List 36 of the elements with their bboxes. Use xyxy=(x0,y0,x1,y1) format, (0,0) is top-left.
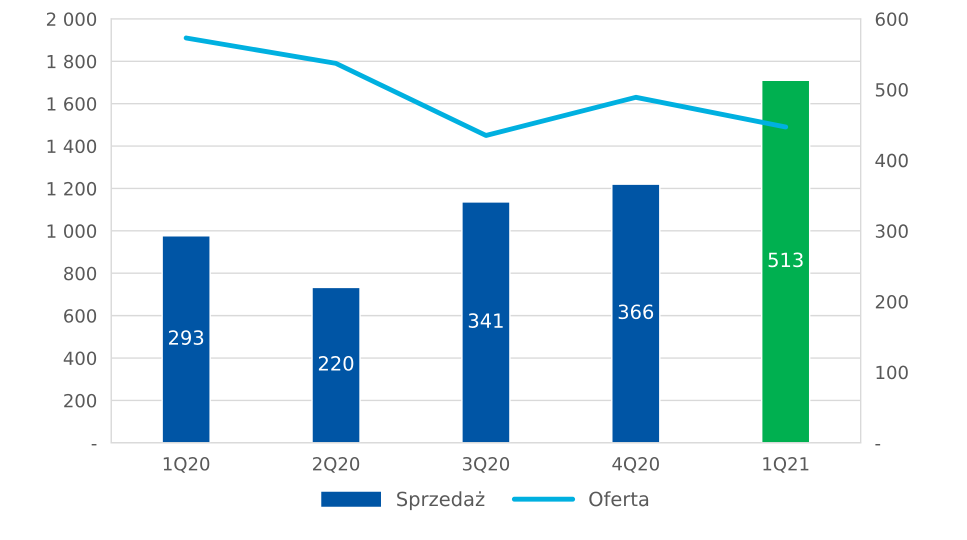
y-tick-label: 1 000 xyxy=(48,224,96,238)
y2-tick-label: 200 xyxy=(876,294,908,309)
y-tick-label: 600 xyxy=(64,309,96,323)
x-tick-label: 1Q20 xyxy=(164,457,210,473)
data-label: 366 xyxy=(618,304,654,320)
bar xyxy=(761,80,810,443)
y-tick-label: 1 400 xyxy=(48,140,96,154)
y-tick-label: 2 000 xyxy=(46,12,96,26)
legend-label: Sprzedaż xyxy=(397,491,484,510)
y2-tick-label: - xyxy=(875,444,880,446)
bar xyxy=(611,184,660,443)
data-label: 293 xyxy=(169,330,204,345)
bar xyxy=(461,201,511,443)
y2-tick-label: 500 xyxy=(876,83,908,97)
data-label: 513 xyxy=(768,252,803,268)
x-tick-label: 3Q20 xyxy=(462,457,510,473)
y-tick-label: - xyxy=(92,444,96,446)
y-tick-label: 800 xyxy=(64,266,96,280)
bar xyxy=(311,286,361,443)
x-tick-label: 1Q21 xyxy=(763,457,808,473)
y-tick-label: 400 xyxy=(64,351,96,366)
y-tick-label: 1 200 xyxy=(48,182,96,196)
bar xyxy=(161,235,211,443)
y-tick-label: 1 600 xyxy=(48,97,96,111)
y2-tick-label: 300 xyxy=(876,224,908,238)
y-tick-label: 200 xyxy=(64,394,96,408)
data-label: 341 xyxy=(468,313,503,328)
y2-tick-label: 400 xyxy=(875,154,908,168)
legend-label: Oferta xyxy=(589,491,648,506)
y2-tick-label: 100 xyxy=(876,366,908,380)
y-tick-label: 1 800 xyxy=(48,54,96,68)
data-label: 220 xyxy=(318,356,354,371)
line-series xyxy=(184,36,788,138)
x-tick-label: 2Q20 xyxy=(313,457,360,473)
x-tick-label: 4Q20 xyxy=(612,457,659,473)
y2-tick-label: 600 xyxy=(876,12,908,26)
